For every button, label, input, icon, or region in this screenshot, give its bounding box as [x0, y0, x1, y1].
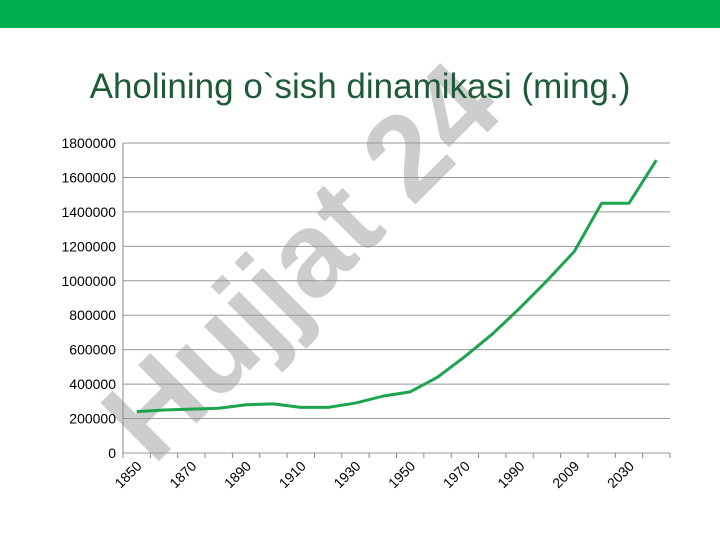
x-tick-label: 1970 [440, 458, 473, 491]
y-tick-label: 400000 [69, 376, 116, 392]
y-tick-label: 800000 [69, 307, 116, 323]
x-tick-label: 1930 [330, 458, 363, 491]
x-tick-label: 2009 [549, 458, 582, 491]
y-tick-label: 600000 [69, 342, 116, 358]
y-tick-label: 1400000 [61, 204, 116, 220]
header-bar [0, 0, 720, 28]
x-tick-label: 1910 [276, 458, 309, 491]
y-tick-label: 0 [108, 445, 116, 461]
x-tick-label: 1990 [494, 458, 527, 491]
y-tick-label: 1000000 [61, 273, 116, 289]
y-tick-label: 200000 [69, 411, 116, 427]
x-tick-label: 1950 [385, 458, 418, 491]
chart-title: Aholining o`sish dinamikasi (ming.) [90, 67, 631, 106]
y-tick-label: 1800000 [61, 135, 116, 151]
y-tick-label: 1600000 [61, 169, 116, 185]
data-line [136, 159, 658, 414]
x-tick-label: 1850 [111, 458, 144, 491]
y-tick-label: 1200000 [61, 238, 116, 254]
x-tick-label: 2030 [604, 458, 637, 491]
x-tick-label: 1890 [221, 458, 254, 491]
